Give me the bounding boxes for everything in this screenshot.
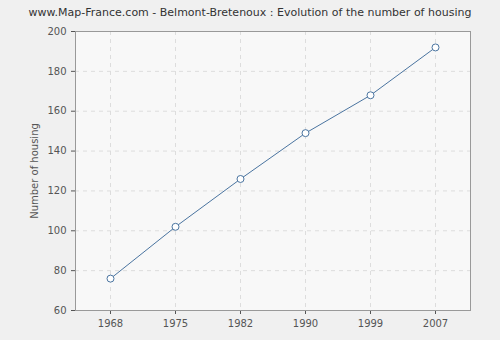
svg-text:1999: 1999 — [358, 318, 383, 329]
svg-text:80: 80 — [54, 265, 67, 276]
svg-text:160: 160 — [47, 105, 66, 116]
svg-text:200: 200 — [47, 26, 66, 37]
svg-text:140: 140 — [47, 145, 66, 156]
svg-text:180: 180 — [47, 66, 66, 77]
svg-text:Number of housing: Number of housing — [29, 123, 40, 219]
html-text:www.Map-France.com - Belmont-B: www.Map-France.com - Belmont-Bretenoux :… — [28, 6, 472, 19]
svg-text:1990: 1990 — [293, 318, 318, 329]
svg-text:1975: 1975 — [163, 318, 188, 329]
svg-text:1982: 1982 — [228, 318, 253, 329]
svg-text:60: 60 — [54, 305, 67, 316]
svg-text:1968: 1968 — [98, 318, 123, 329]
svg-text:100: 100 — [47, 225, 66, 236]
svg-text:120: 120 — [47, 185, 66, 196]
svg-text:2007: 2007 — [423, 318, 448, 329]
